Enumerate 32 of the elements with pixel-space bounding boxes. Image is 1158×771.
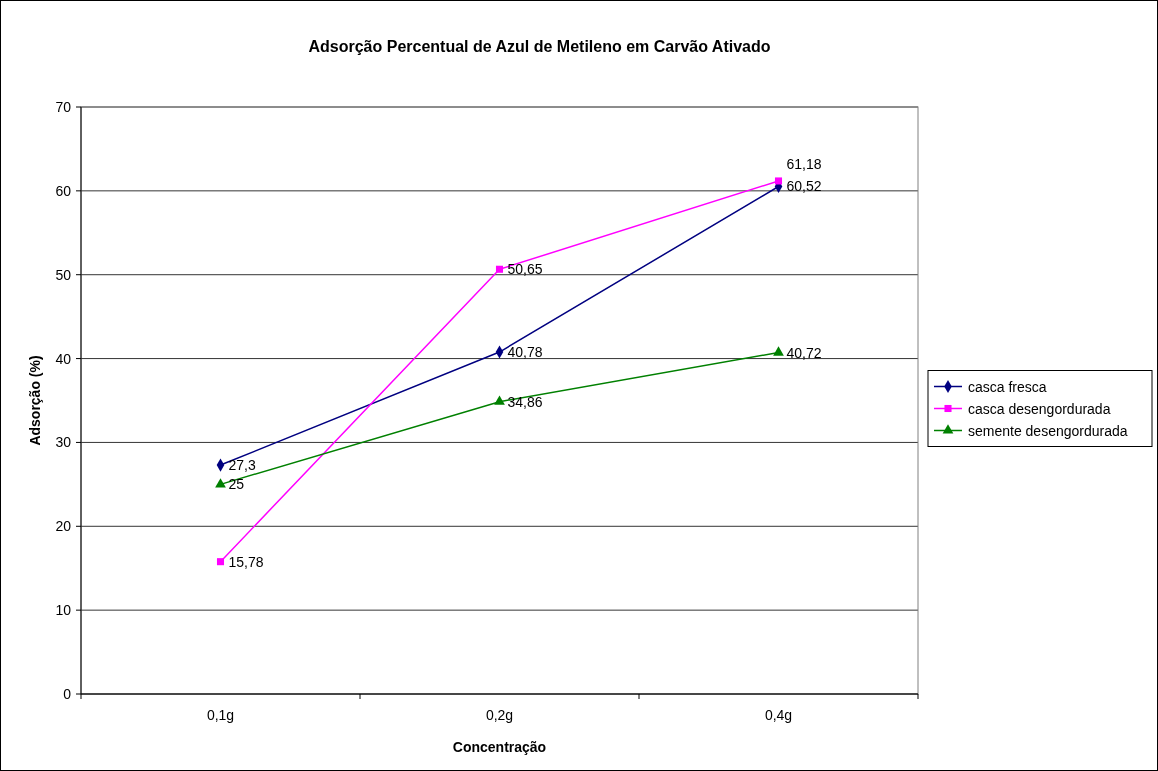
legend-label: casca fresca	[968, 378, 1047, 395]
chart-title: Adsorção Percentual de Azul de Metileno em Carvão Ativado	[308, 38, 771, 55]
data-label: 60,52	[786, 178, 822, 195]
data-label: 40,72	[786, 344, 822, 361]
point	[216, 558, 225, 566]
y-tick-label: 10	[55, 602, 72, 619]
data-label: 40,78	[507, 344, 543, 361]
data-label: 34,86	[507, 393, 543, 410]
x-tick-label: 0,1g	[206, 707, 235, 723]
point	[215, 478, 226, 488]
legend-label: casca desengordurada	[968, 400, 1111, 417]
point	[774, 177, 783, 185]
point	[495, 265, 504, 273]
legend-label: semente desengordurada	[968, 422, 1128, 439]
point	[494, 395, 505, 405]
data-label: 25	[228, 476, 245, 493]
y-tick-label: 50	[55, 266, 72, 283]
y-tick-label: 0	[63, 686, 72, 702]
y-tick-label: 30	[55, 434, 72, 451]
data-label: 50,65	[507, 261, 543, 278]
y-tick-label: 60	[55, 182, 72, 199]
y-tick-label: 40	[55, 350, 72, 367]
data-label: 27,3	[228, 457, 256, 474]
point	[773, 346, 784, 356]
x-tick-label: 0,2g	[485, 707, 514, 723]
data-label: 61,18	[786, 156, 822, 173]
x-axis-title: Concentração	[452, 739, 547, 755]
x-tick-label: 0,4g	[764, 707, 793, 723]
y-tick-label: 70	[55, 99, 72, 115]
data-label: 15,78	[228, 553, 264, 570]
y-axis-title: Adsorção (%)	[27, 355, 43, 446]
y-tick-label: 20	[55, 518, 72, 535]
